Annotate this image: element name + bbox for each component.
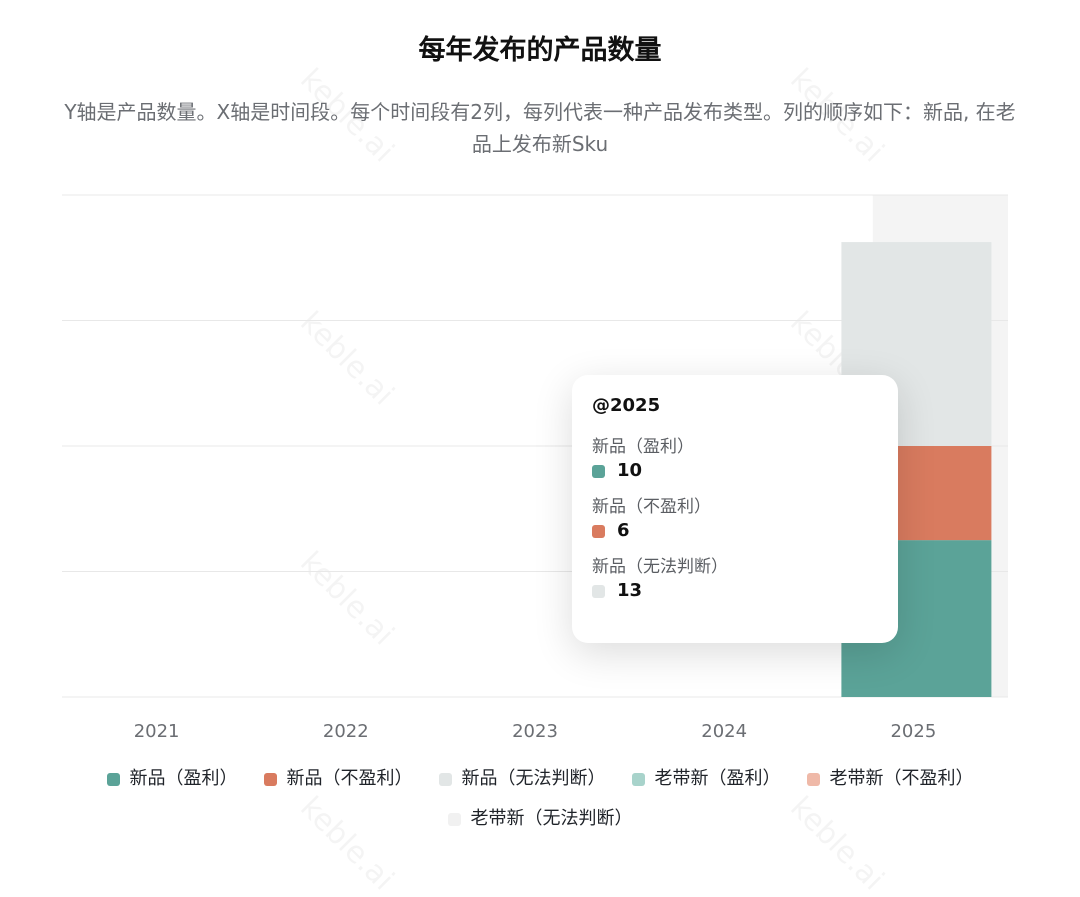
legend-swatch — [631, 772, 645, 786]
legend-label: 老带新（不盈利） — [829, 768, 974, 789]
tooltip-swatch — [592, 584, 605, 598]
chart-title: 每年发布的产品数量 — [418, 35, 662, 66]
tooltip-series-name: 新品（盈利） — [592, 437, 694, 457]
legend-item-old-loss[interactable]: 老带新（不盈利） — [806, 766, 974, 792]
tooltip-title: @2025 — [592, 395, 661, 416]
legend-label: 新品（不盈利） — [286, 768, 413, 789]
x-tick-label: 2024 — [701, 721, 747, 742]
tooltip-swatch — [592, 464, 605, 478]
legend-swatch — [806, 772, 820, 786]
chart-subtitle: Y轴是产品数量。X轴是时间段。每个时间段有2列，每列代表一种产品发布类型。列的顺… — [64, 100, 1016, 156]
tooltip-row: 新品（不盈利） 6 — [592, 496, 878, 544]
legend-item-new-unknown[interactable]: 新品（无法判断） — [438, 766, 606, 792]
legend-label: 新品（无法判断） — [461, 768, 606, 789]
tooltip-series-name: 新品（无法判断） — [592, 557, 728, 577]
chart-legend: 新品（盈利） 新品（不盈利） 新品（无法判断） 老带新（盈利） 老带新（不盈利）… — [40, 766, 1040, 832]
legend-swatch — [263, 772, 277, 786]
x-tick-label: 2021 — [134, 721, 180, 742]
x-tick-label: 2023 — [512, 721, 558, 742]
bar-chart[interactable]: 2021 2022 2023 2024 2025 — [0, 0, 1080, 760]
legend-swatch — [106, 772, 120, 786]
legend-item-old-profit[interactable]: 老带新（盈利） — [631, 766, 781, 792]
legend-item-new-loss[interactable]: 新品（不盈利） — [263, 766, 413, 792]
tooltip-row: 新品（盈利） 10 — [592, 436, 878, 484]
tooltip-value: 6 — [617, 520, 630, 541]
tooltip-series-name: 新品（不盈利） — [592, 497, 711, 517]
legend-item-new-profit[interactable]: 新品（盈利） — [106, 766, 238, 792]
legend-label: 新品（盈利） — [129, 768, 238, 789]
legend-swatch — [447, 812, 461, 826]
legend-label: 老带新（盈利） — [654, 768, 781, 789]
legend-label: 老带新（无法判断） — [470, 808, 633, 829]
tooltip-row: 新品（无法判断） 13 — [592, 556, 878, 604]
tooltip-value: 13 — [617, 580, 643, 601]
x-tick-label: 2022 — [323, 721, 369, 742]
tooltip-swatch — [592, 524, 605, 538]
legend-item-old-unknown[interactable]: 老带新（无法判断） — [447, 806, 633, 832]
tooltip-value: 10 — [617, 460, 643, 481]
legend-swatch — [438, 772, 452, 786]
chart-tooltip: @2025 新品（盈利） 10 新品（不盈利） 6 新品（无法判断） 13 — [572, 375, 898, 643]
x-tick-label: 2025 — [890, 721, 936, 742]
